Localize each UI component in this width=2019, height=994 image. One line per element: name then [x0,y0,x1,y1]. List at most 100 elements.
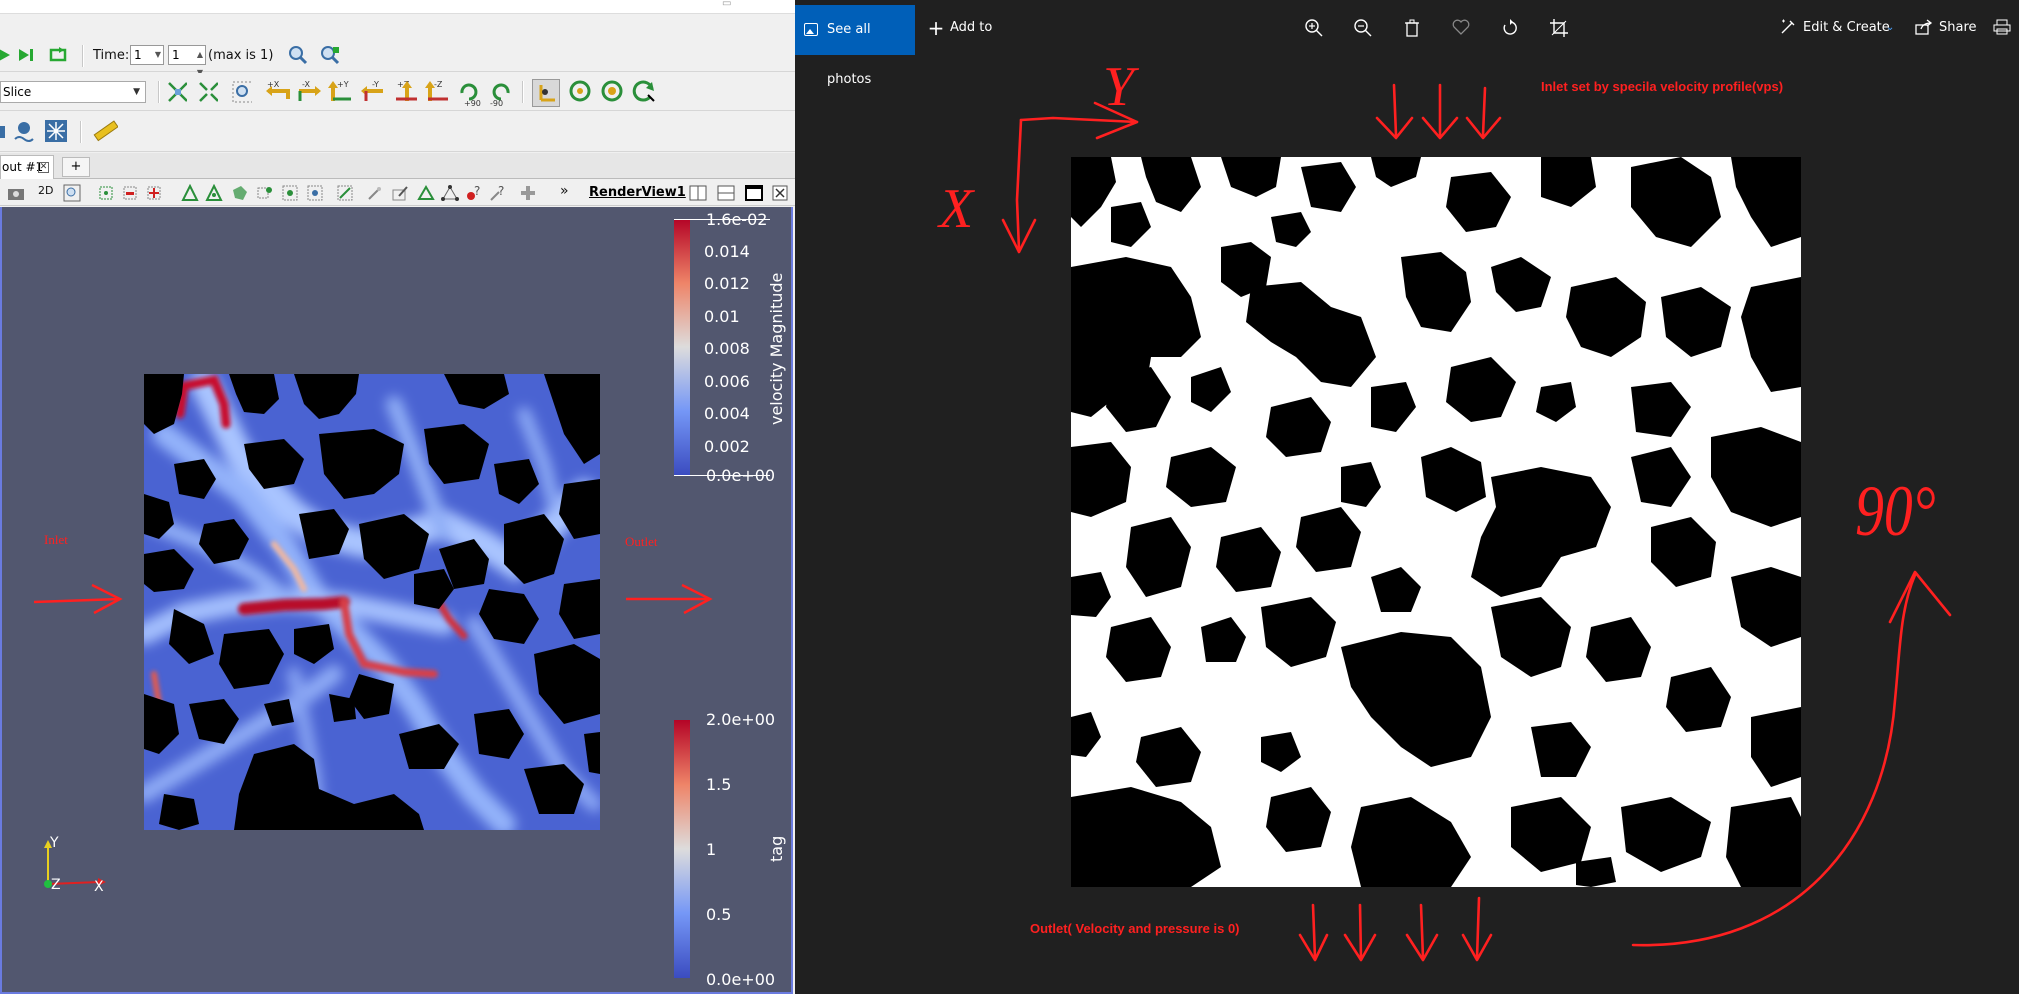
see-all-photos-button[interactable]: See all photos [795,5,915,87]
deselect-icon[interactable] [120,183,140,203]
chevron-down-icon: ▼ [154,50,161,59]
rotate-plus-90-icon[interactable]: +90 [456,79,482,107]
view-minus-y-icon[interactable]: -Y [360,80,386,101]
view-minus-x-icon[interactable]: -X [296,80,322,101]
svg-text:+Y: +Y [337,80,349,89]
zoom-box-icon[interactable] [62,183,82,203]
inlet-arrow-icon [33,583,123,615]
colorbar-tick: 1.6e-02 [706,210,768,229]
zoom-in-icon[interactable] [1303,19,1325,41]
rotate-icon[interactable] [1499,19,1521,41]
velocity-colorbar-gradient [674,219,690,475]
crop-icon[interactable] [1548,19,1570,41]
photos-app: See all photos + Add to Edit & Create ⌄ … [795,0,2019,994]
svg-text:+Z: +Z [397,80,410,89]
select-points-on-icon[interactable] [204,183,224,203]
toolbar-separator [82,45,84,67]
paraview-titlebar: ▭ [0,0,795,14]
colorbar-bottom-line [674,475,770,476]
loop-icon[interactable] [48,45,68,65]
favorite-heart-icon[interactable] [1450,19,1472,41]
colorbar-tick: 0.008 [704,339,750,358]
filter-combo[interactable]: Slice ▼ [0,81,146,103]
chevron-down-icon[interactable]: ⌄ [1886,22,1895,33]
svg-text:-X: -X [302,80,310,89]
view-minus-z-icon[interactable]: -Z [424,80,450,101]
interactive-select-icon[interactable] [280,183,300,203]
zoom-out-icon[interactable] [1352,19,1374,41]
center-axes-icon[interactable] [568,80,592,102]
render-view[interactable]: 1.6e-02 0.014 0.012 0.01 0.008 0.006 0.0… [0,207,793,994]
timestep-value: 1 [172,48,180,62]
points-select-icon[interactable] [440,183,460,203]
split-horizontal-icon[interactable] [688,183,708,203]
view-plus-y-icon[interactable]: +Y [327,80,353,101]
print-icon[interactable] [1991,19,2013,41]
axis-z-label: Z [51,877,61,893]
find-data-icon[interactable] [12,121,36,142]
split-vertical-icon[interactable] [716,183,736,203]
minimize-icon[interactable]: ▭ [722,0,732,9]
time-combo[interactable]: 1 ▼ [130,45,164,65]
last-frame-icon[interactable] [17,45,37,65]
add-layout-button[interactable]: + [62,157,90,177]
play-icon[interactable] [0,45,14,65]
add-to-button[interactable]: Add to [950,20,993,35]
svg-text:+90: +90 [464,99,481,107]
zoom-data-icon[interactable] [288,45,308,65]
colorbar-tick: 0.0e+00 [706,466,776,485]
svg-text:+X: +X [267,80,280,89]
rotate-minus-90-icon[interactable]: -90 [488,79,514,107]
edit-icon[interactable] [390,183,410,203]
query-cell-icon[interactable]: ? [488,183,508,203]
delete-icon[interactable] [1401,19,1423,41]
grow-selection-icon[interactable] [144,183,164,203]
close-view-icon[interactable] [770,183,790,203]
add-icon[interactable] [518,183,538,203]
timestep-spinbox[interactable]: 1 ▲▼ [168,45,206,77]
max-time-label: (max is 1) [208,48,274,63]
toolbar-separator [522,81,524,103]
toolbar-separator [158,81,160,103]
zoom-closest-icon[interactable] [320,45,340,65]
share-button[interactable]: Share [1939,20,1977,35]
query-point-icon[interactable]: ? [464,183,484,203]
select-block-icon[interactable] [255,183,275,203]
edit-create-button[interactable]: Edit & Create [1803,20,1890,35]
partial-icon [0,122,14,142]
colorbar-tick: 0.01 [704,307,740,326]
zoom-to-box-icon[interactable] [232,81,252,103]
see-all-photos-label: See all photos [827,22,872,87]
more-tools-button[interactable]: » [560,183,569,199]
view-plus-x-icon[interactable]: +X [265,80,291,101]
camera-capture-icon[interactable] [6,183,26,203]
snowflake-icon[interactable] [44,120,68,142]
rotation-center-icon[interactable] [632,80,656,102]
outlet-annotation: Outlet [625,534,658,549]
tag-colorbar: 2.0e+00 1.5 1 0.5 0.0e+00 [674,710,775,989]
outlet-arrow-icon [626,583,713,615]
svg-text:-90: -90 [490,99,503,107]
pick-point-icon[interactable] [365,183,385,203]
photo-gallery-icon [804,23,818,36]
close-icon[interactable]: ✕ [38,162,49,173]
toggle-2d-button[interactable]: 2D [38,184,54,197]
hover-points-icon[interactable] [305,183,325,203]
reset-camera-icon[interactable] [167,82,187,102]
ruler-icon[interactable] [92,120,118,142]
colorbar-tick: 0.002 [704,437,750,456]
triangle-select-icon[interactable] [416,183,436,203]
tab-layout-1[interactable]: out #1 ✕ [0,155,54,179]
orientation-axes-icon[interactable] [532,79,560,107]
maximize-icon[interactable] [744,183,764,203]
chevron-down-icon: ▼ [133,87,140,97]
svg-text:-Y: -Y [372,80,379,89]
select-points-icon[interactable] [180,183,200,203]
view-plus-z-icon[interactable]: +Z [393,80,419,101]
reset-camera-closest-icon[interactable] [198,82,218,102]
pick-center-icon[interactable] [600,80,624,102]
select-polygon-icon[interactable] [230,183,250,203]
select-cells-icon[interactable] [96,183,116,203]
hover-cells-icon[interactable] [335,183,355,203]
